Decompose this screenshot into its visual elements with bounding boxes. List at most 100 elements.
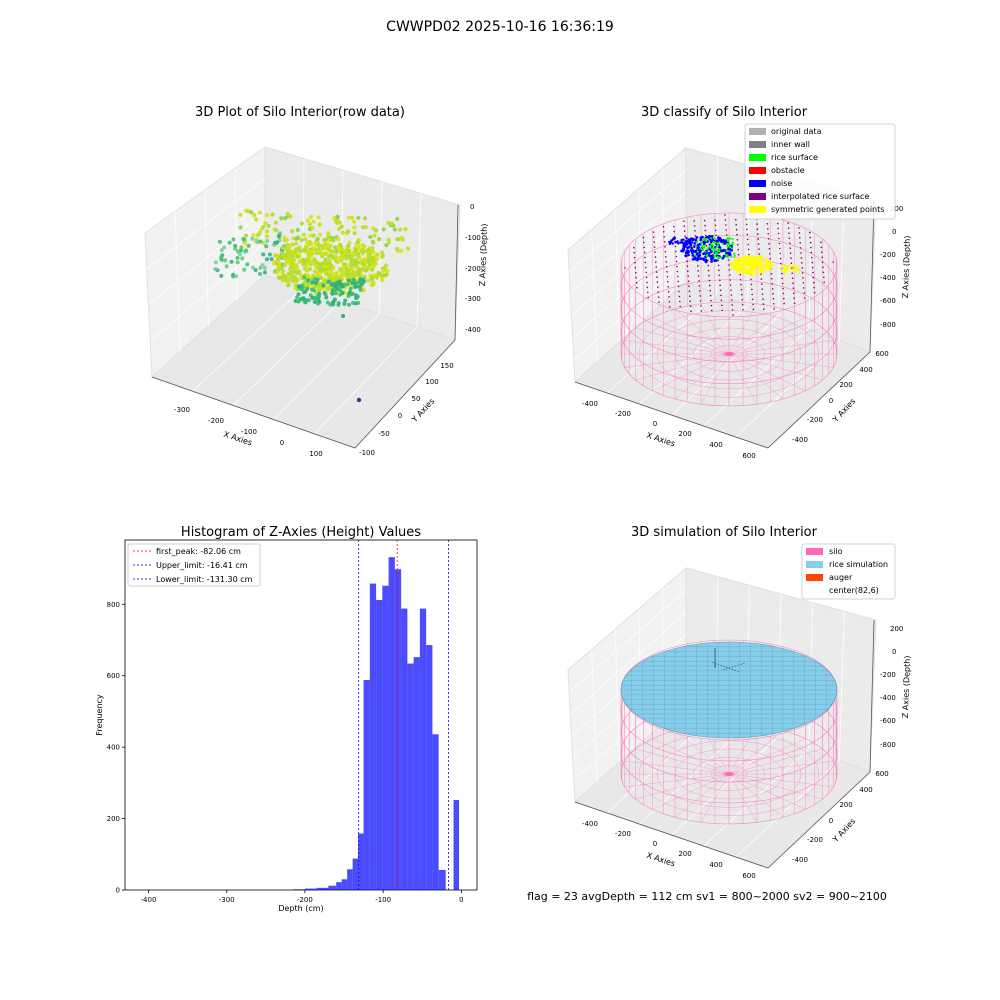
- grid-line: [606, 293, 717, 394]
- interpolated-point: [725, 224, 727, 226]
- data-point: [356, 215, 361, 220]
- interpolated-point: [707, 269, 710, 272]
- x-tick: 400: [709, 861, 722, 869]
- interpolated-point: [763, 308, 765, 310]
- interpolated-point: [793, 292, 795, 295]
- data-point: [317, 267, 322, 272]
- histogram-bar: [432, 734, 439, 890]
- noise-point: [690, 246, 694, 250]
- grid-line: [703, 748, 809, 847]
- data-point: [291, 257, 297, 262]
- z-tick: 0: [892, 228, 896, 236]
- data-point: [251, 265, 256, 270]
- data-point: [358, 287, 363, 292]
- data-point: [337, 226, 342, 231]
- grid-line: [639, 305, 748, 405]
- histogram-bar: [388, 557, 395, 890]
- interpolated-point: [730, 294, 733, 296]
- silo-floor-spoke: [728, 353, 758, 405]
- interpolated-point: [791, 272, 793, 275]
- data-point: [366, 265, 371, 270]
- data-point: [357, 246, 362, 251]
- data-point: [377, 237, 382, 242]
- interpolated-point: [687, 280, 690, 283]
- interpolated-point: [696, 255, 698, 257]
- interpolated-point: [719, 284, 721, 287]
- data-point: [219, 248, 224, 253]
- interpolated-point: [792, 282, 794, 285]
- rice-surface-point: [726, 243, 729, 246]
- data-point: [386, 220, 391, 226]
- data-point: [325, 272, 330, 277]
- legend: silo rice simulation auger center(82,6): [801, 543, 896, 600]
- data-point: [323, 257, 328, 262]
- x-tick: -200: [297, 896, 313, 904]
- data-point: [233, 243, 238, 248]
- data-point: [361, 225, 366, 230]
- data-point: [290, 229, 295, 234]
- data-point: [374, 256, 380, 261]
- symmetric-point: [740, 268, 744, 272]
- data-point: [335, 214, 340, 219]
- interpolated-point: [777, 227, 779, 230]
- data-point: [351, 251, 356, 256]
- data-point: [272, 227, 277, 232]
- noise-point: [724, 239, 727, 243]
- silo-floor-spoke: [674, 773, 730, 818]
- figure-title: CWWPD02 2025-10-16 16:36:19: [386, 19, 614, 35]
- silo-floor-spoke: [624, 353, 730, 368]
- interpolated-point: [647, 296, 649, 299]
- data-point: [329, 282, 334, 287]
- interpolated-point: [756, 228, 759, 230]
- symmetric-point: [763, 263, 767, 267]
- interpolated-point: [789, 247, 791, 249]
- data-point: [406, 246, 411, 251]
- outlier-point: [356, 397, 362, 403]
- grid-line: [735, 760, 840, 858]
- data-point: [309, 253, 314, 258]
- rice-surface-point: [718, 248, 721, 251]
- rice-surface-point: [695, 245, 698, 248]
- data-point: [279, 216, 284, 221]
- noise-point: [704, 260, 708, 263]
- rice-surface-point: [733, 254, 736, 258]
- symmetric-point: [765, 258, 769, 262]
- x-tick: 0: [653, 840, 657, 848]
- interpolated-point: [813, 291, 816, 294]
- histogram-bar: [328, 885, 337, 890]
- interpolated-point: [799, 247, 802, 249]
- symmetric-point: [745, 260, 749, 264]
- symmetric-point: [756, 268, 760, 271]
- z-tick: -200: [880, 251, 896, 259]
- data-point: [293, 299, 298, 303]
- silo-floor-spoke: [652, 353, 730, 392]
- data-point: [273, 240, 278, 245]
- interpolated-point: [801, 267, 803, 269]
- noise-point: [687, 245, 691, 249]
- legend-item: silo: [829, 547, 843, 556]
- y-tick: 400: [859, 366, 872, 374]
- interpolated-point: [740, 288, 743, 291]
- interpolated-point: [788, 237, 791, 239]
- y-tick: 100: [425, 378, 438, 386]
- interpolated-point: [643, 246, 645, 249]
- data-point: [338, 267, 343, 272]
- interpolated-point: [757, 238, 759, 240]
- interpolated-point: [699, 300, 702, 302]
- data-point: [344, 270, 350, 276]
- silo-floor-spoke: [728, 773, 823, 800]
- interpolated-point: [665, 255, 667, 258]
- symmetric-point: [782, 270, 785, 273]
- interpolated-point: [654, 256, 657, 258]
- interpolated-point: [666, 271, 668, 273]
- histogram-bar: [376, 600, 383, 890]
- noise-point: [675, 241, 679, 244]
- data-point: [254, 217, 259, 222]
- interpolated-point: [663, 241, 666, 243]
- z-axis-label: Z Axies (Depth): [901, 235, 912, 298]
- rice-surface-point: [706, 253, 709, 256]
- noise-point: [688, 239, 692, 243]
- data-point: [311, 233, 316, 238]
- interpolated-point: [791, 267, 793, 270]
- z-tick: -800: [880, 321, 896, 329]
